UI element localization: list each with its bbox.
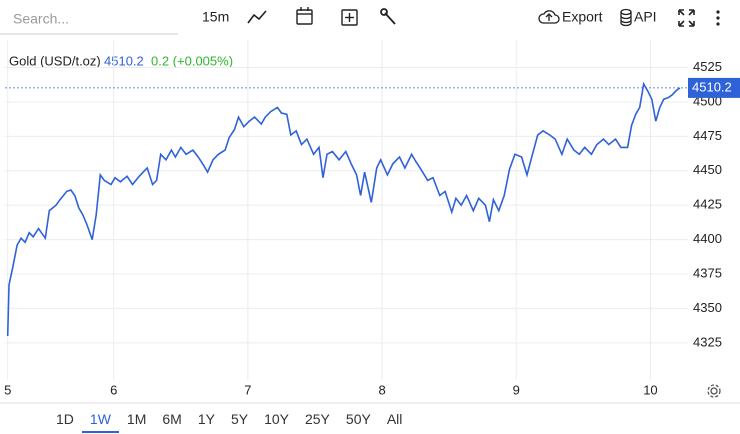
range-button[interactable]: 1Y [197,411,215,427]
menu-icon[interactable] [716,10,720,26]
range-button[interactable]: 1D [56,411,74,427]
search-placeholder[interactable]: Search... [13,11,69,27]
search-box[interactable] [0,4,178,34]
export-icon[interactable] [538,10,560,24]
range-button[interactable]: 50Y [345,411,371,427]
last-price-label: 4510.2 [692,79,732,94]
x-tick-label: 6 [110,382,117,397]
y-tick-label: 4325 [693,334,722,349]
range-button[interactable]: 1W [81,408,119,433]
chart-type-icon[interactable] [247,10,267,24]
price-line [6,81,681,337]
y-tick-label: 4400 [693,231,722,246]
y-tick-label: 4450 [693,162,722,177]
range-button[interactable]: 25Y [304,411,330,427]
settings-wrench-icon[interactable] [380,8,396,25]
fullscreen-icon[interactable] [678,9,695,27]
range-button[interactable]: 10Y [264,411,289,427]
y-tick-label: 4525 [693,59,722,74]
y-tick-label: 4475 [693,128,722,143]
x-tick-label: 7 [244,382,251,397]
instrument-name: Gold (USD/t.oz) [9,53,101,68]
api-icon[interactable] [620,8,632,27]
header-price: 4510.2 [104,53,144,68]
y-tick-label: 4425 [693,197,722,212]
add-indicator-icon[interactable] [341,9,358,26]
range-button[interactable]: 5Y [230,411,249,427]
x-tick-label: 9 [513,382,520,397]
range-selector: 1D 1W 1M 6M 1Y 5Y 10Y 25Y 50Y All [48,408,410,433]
x-tick-label: 8 [378,382,385,397]
x-tick-label: 10 [643,382,657,397]
range-button[interactable]: All [386,411,403,427]
axis-settings-icon[interactable] [707,384,721,398]
interval[interactable]: 15m [202,9,229,25]
api-button[interactable]: API [634,9,657,25]
export-button[interactable]: Export [562,9,603,25]
y-tick-label: 4375 [693,265,722,280]
y-tick-label: 4350 [693,300,722,315]
header-change: 0.2 (+0.005%) [151,53,233,68]
range-button[interactable]: 6M [162,411,182,427]
range-button[interactable]: 1M [126,411,147,427]
x-tick-label: 5 [4,382,11,397]
calendar-icon[interactable] [296,7,313,25]
last-price-badge [688,77,740,98]
